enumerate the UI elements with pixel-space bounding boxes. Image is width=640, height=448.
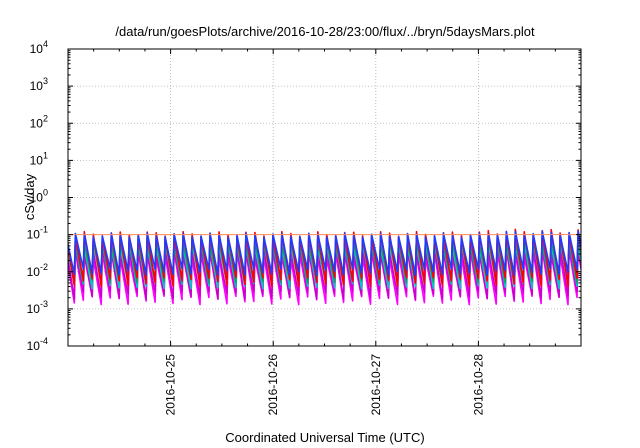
y-axis-label: cSv/day: [22, 173, 37, 220]
x-axis: 2016-10-25 2016-10-26 2016-10-27 2016-10-28: [93, 49, 556, 416]
x-tick-label: 2016-10-27: [369, 354, 383, 416]
y-axis: 10-4 10-3 10-2 10-1 100 101 102 103 104: [27, 39, 581, 353]
y-tick-label: 103: [30, 76, 48, 93]
y-tick-label: 10-1: [27, 225, 48, 242]
y-tick-label: 102: [30, 113, 48, 130]
y-tick-label: 100: [30, 188, 48, 205]
y-tick-label: 10-3: [27, 299, 48, 316]
plot-frame: [67, 48, 582, 347]
x-tick-label: 2016-10-26: [266, 354, 280, 416]
series-line: [68, 230, 581, 277]
x-axis-label: Coordinated Universal Time (UTC): [225, 430, 424, 445]
x-tick-label: 2016-10-28: [471, 354, 485, 416]
y-tick-label: 101: [30, 150, 48, 167]
plot-area: [68, 228, 581, 306]
x-tick-label: 2016-10-25: [164, 354, 178, 416]
y-tick-label: 10-4: [27, 336, 48, 353]
y-tick-label: 10-2: [27, 262, 48, 279]
series-group: [68, 228, 581, 306]
grid-lines: [68, 49, 581, 346]
chart-title: /data/run/goesPlots/archive/2016-10-28/2…: [115, 24, 535, 39]
y-tick-label: 104: [30, 39, 48, 56]
